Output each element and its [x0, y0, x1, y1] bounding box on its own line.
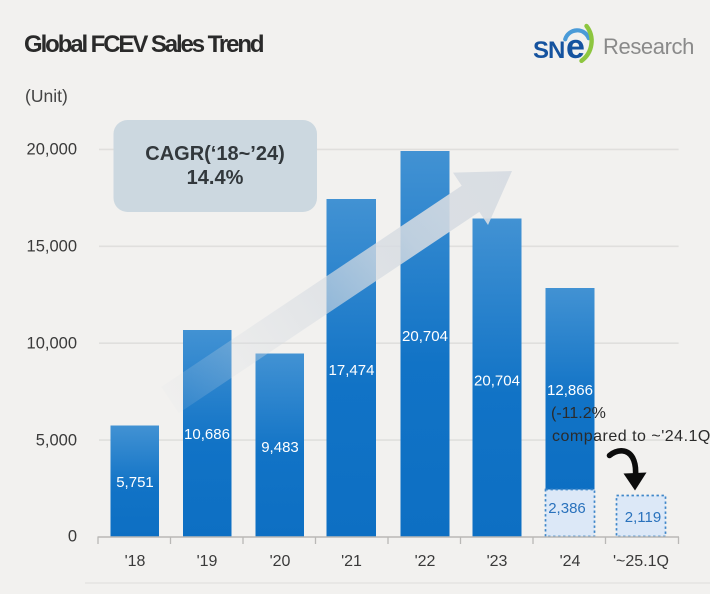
- svg-text:5,751: 5,751: [116, 474, 154, 491]
- svg-text:'20: '20: [270, 553, 291, 570]
- svg-text:20,704: 20,704: [474, 373, 520, 390]
- svg-text:'19: '19: [197, 553, 218, 570]
- svg-text:(-11.2%: (-11.2%: [551, 405, 606, 422]
- svg-text:14.4%: 14.4%: [187, 167, 244, 189]
- svg-text:0: 0: [68, 528, 77, 546]
- svg-text:20,704: 20,704: [402, 328, 448, 345]
- svg-text:20,000: 20,000: [27, 141, 77, 159]
- svg-text:10,000: 10,000: [27, 335, 77, 353]
- svg-text:SN: SN: [533, 37, 564, 64]
- svg-text:'18: '18: [125, 553, 146, 570]
- svg-text:'23: '23: [487, 553, 508, 570]
- svg-text:(Unit): (Unit): [25, 86, 68, 106]
- svg-text:e: e: [566, 28, 585, 66]
- svg-text:12,866: 12,866: [547, 382, 593, 399]
- svg-text:2,386: 2,386: [548, 500, 586, 517]
- svg-text:Research: Research: [603, 34, 694, 59]
- svg-text:Global FCEV Sales Trend: Global FCEV Sales Trend: [24, 31, 264, 58]
- svg-text:CAGR(‘18~’24): CAGR(‘18~’24): [145, 143, 285, 165]
- svg-text:10,686: 10,686: [184, 426, 230, 443]
- svg-text:5,000: 5,000: [36, 432, 77, 450]
- svg-text:'21: '21: [341, 553, 362, 570]
- svg-text:17,474: 17,474: [329, 362, 375, 379]
- svg-text:9,483: 9,483: [261, 439, 299, 456]
- svg-text:2,119: 2,119: [625, 509, 661, 526]
- svg-text:'~25.1Q: '~25.1Q: [613, 553, 669, 570]
- svg-text:'22: '22: [415, 553, 436, 570]
- svg-text:'24: '24: [560, 553, 581, 570]
- svg-text:compared to ~'24.1Q: compared to ~'24.1Q: [552, 428, 710, 445]
- svg-text:15,000: 15,000: [27, 238, 77, 256]
